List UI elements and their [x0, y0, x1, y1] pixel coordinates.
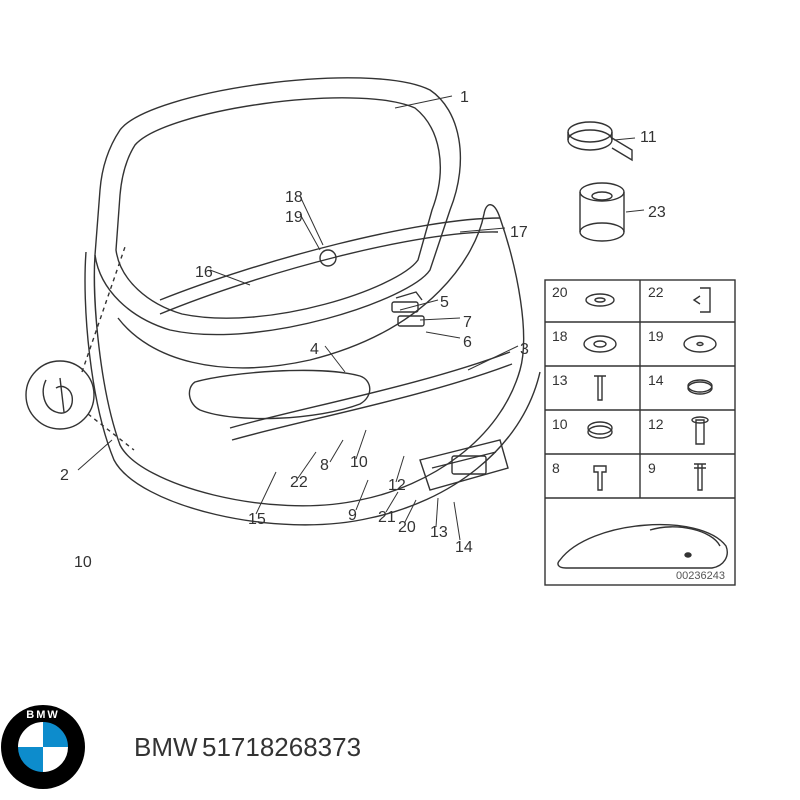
callout-18: 18 [285, 190, 303, 206]
panel-n-22: 22 [648, 284, 664, 300]
panel-n-14: 14 [648, 372, 664, 388]
callout-16: 16 [195, 265, 213, 281]
callout-12: 12 [388, 478, 406, 494]
callout-3: 3 [520, 342, 529, 358]
panel-n-8: 8 [552, 460, 560, 476]
callout-5: 5 [440, 295, 449, 311]
panel-n-20: 20 [552, 284, 568, 300]
callout-20: 20 [398, 520, 416, 536]
callout-1: 1 [460, 90, 469, 106]
svg-text:BMW: BMW [26, 709, 60, 721]
bmw-logo-icon: BMW [30, 704, 116, 790]
brand-line: BMW 51718268373 [134, 732, 361, 763]
part-number: 51718268373 [202, 732, 361, 762]
callout-21: 21 [378, 510, 396, 526]
callout-14: 14 [455, 540, 473, 556]
callout-17: 17 [510, 225, 528, 241]
callout-11: 11 [640, 130, 657, 146]
callout-13: 13 [430, 525, 448, 541]
callout-8: 8 [320, 458, 329, 474]
panel-n-9: 9 [648, 460, 656, 476]
brand-name: BMW [134, 732, 198, 762]
callout-15: 15 [248, 512, 266, 528]
callout-10: 10 [74, 555, 92, 571]
lineart-svg [0, 0, 800, 800]
callout-22: 22 [290, 475, 308, 491]
callout-2: 2 [60, 468, 69, 484]
callout-9: 9 [348, 508, 357, 524]
diagram-stage: 123456789101011121314151617181920212223 … [0, 0, 800, 800]
image-id: 00236243 [676, 570, 725, 582]
callout-4: 4 [310, 342, 319, 358]
panel-n-18: 18 [552, 328, 568, 344]
callout-19: 19 [285, 210, 303, 226]
callout-7: 7 [463, 315, 472, 331]
panel-n-10: 10 [552, 416, 568, 432]
callout-10: 10 [350, 455, 368, 471]
panel-n-19: 19 [648, 328, 664, 344]
panel-n-12: 12 [648, 416, 664, 432]
callout-23: 23 [648, 205, 666, 221]
footer: BMW BMW 51718268373 [0, 704, 361, 790]
panel-n-13: 13 [552, 372, 568, 388]
callout-6: 6 [463, 335, 472, 351]
